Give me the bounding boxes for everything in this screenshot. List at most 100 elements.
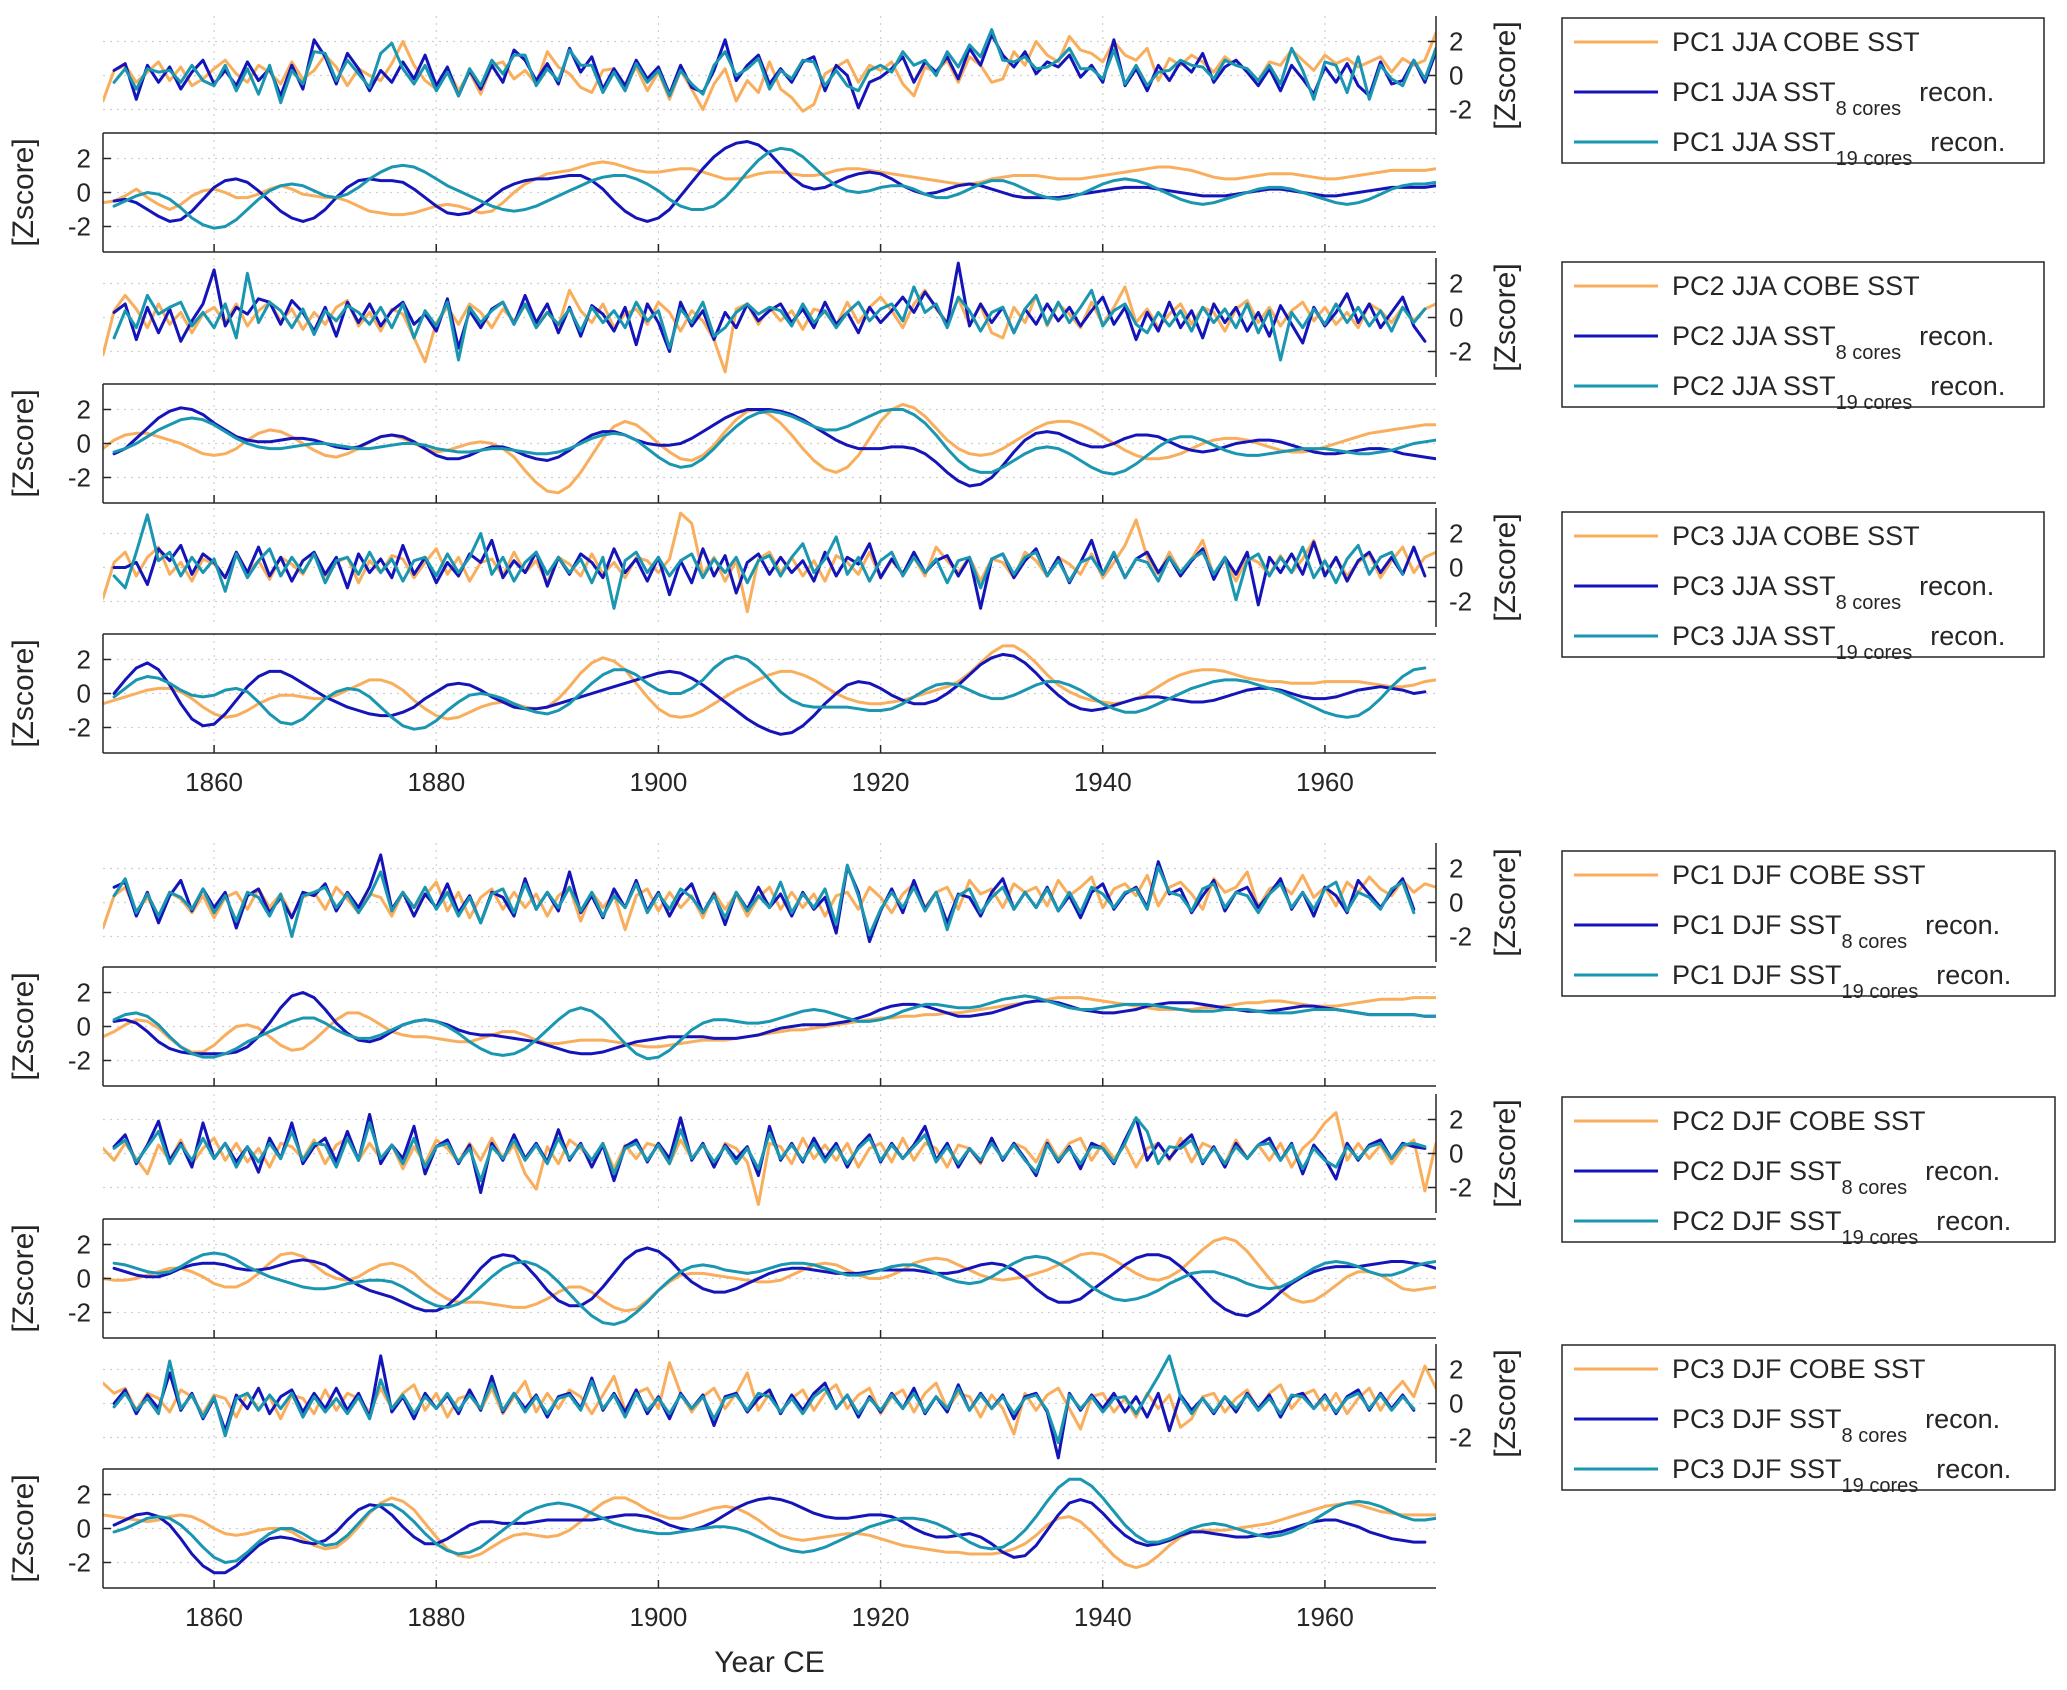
legend-entry-cores8: PC3 DJF SST8 cores recon. [1574,1404,2000,1447]
legend-label: PC1 DJF SST19 cores recon. [1672,960,2011,1003]
y-tick-label: 2 [1449,27,1463,57]
legend-label: PC3 DJF COBE SST [1672,1354,1926,1384]
legend-entry-cobe: PC1 JJA COBE SST [1574,27,1920,57]
legend-entry-cobe: PC3 DJF COBE SST [1574,1354,1926,1384]
legend-label: PC3 DJF SST8 cores recon. [1672,1404,2000,1447]
series-group [103,402,1436,495]
y-tick-label: 0 [77,1264,91,1294]
y-axis-title: [Zscore] [1489,21,1522,129]
legend-label-suffix: recon. [1936,1454,2011,1484]
legend-5: PC2 DJF COBE SST PC2 DJF SST8 cores recon.… [1561,1096,2056,1249]
legend-label-subscript: 19 cores [1842,1227,1919,1249]
legend-label: PC1 JJA SST19 cores recon. [1672,127,2005,170]
y-axis-title: [Zscore] [7,972,40,1080]
y-tick-label: 2 [77,645,91,675]
series-group [103,1354,1436,1460]
x-tick-label: 1900 [629,1602,687,1632]
y-tick-label: 2 [1449,269,1463,299]
panel-pc3-djf-annual: -2 0 2 [Zscore] [103,1344,1522,1463]
legend-label: PC3 JJA COBE SST [1672,521,1920,551]
x-tick-label: 1940 [1074,1602,1132,1632]
series-line-cores8 [112,853,1416,944]
legend-label-main: PC2 JJA COBE SST [1672,271,1920,301]
y-axis-title: [Zscore] [7,389,40,497]
panel-pc1-jja-smooth: -2 0 2 [Zscore] [7,132,1436,253]
y-tick-label: 0 [77,429,91,459]
legend-label-main: PC2 DJF SST [1672,1156,1842,1186]
legend-entry-cobe: PC2 DJF COBE SST [1574,1106,1926,1136]
legend-2: PC2 JJA COBE SST PC2 JJA SST8 cores recon.… [1561,261,2045,414]
legend-entry-cobe: PC3 JJA COBE SST [1574,521,1920,551]
y-tick-label: -2 [68,212,91,242]
series-line-cores19 [112,654,1427,731]
y-tick-label: 2 [1449,854,1463,884]
series-line-cores8 [112,991,1436,1056]
legend-label-suffix: recon. [1930,127,2005,157]
legend-label-suffix: recon. [1925,1404,2000,1434]
series-line-cores19 [112,408,1436,476]
legend-entry-cores19: PC1 JJA SST19 cores recon. [1574,127,2005,170]
y-tick-label: 2 [1449,519,1463,549]
series-line-cores8 [112,261,1427,353]
x-tick-label: 1960 [1296,1602,1354,1632]
y-tick-label: 0 [1449,553,1463,583]
y-tick-label: -2 [1449,1173,1472,1203]
legend-label: PC2 DJF COBE SST [1672,1106,1926,1136]
y-tick-label: 2 [1449,1355,1463,1385]
legend-label: PC3 JJA SST8 cores recon. [1672,571,1994,614]
y-axis-title: [Zscore] [7,639,40,747]
legend-entry-cores8: PC2 DJF SST8 cores recon. [1574,1156,2000,1199]
series-group [103,1477,1436,1575]
legend-label: PC2 JJA SST19 cores recon. [1672,371,2005,414]
panel-pc1-djf-annual: -2 0 2 [Zscore] [103,843,1522,962]
legend-entry-cores8: PC3 JJA SST8 cores recon. [1574,571,1994,614]
y-tick-label: -2 [68,1298,91,1328]
y-tick-label: -2 [1449,1423,1472,1453]
legend-label: PC3 DJF SST19 cores recon. [1672,1454,2011,1497]
series-line-cores19 [112,994,1436,1061]
legend-entry-cores19: PC2 JJA SST19 cores recon. [1574,371,2005,414]
legend-label-subscript: 19 cores [1836,642,1913,664]
legend-label: PC2 JJA SST8 cores recon. [1672,321,1994,364]
y-tick-label: 0 [77,1012,91,1042]
x-axis-title: Year CE [714,1646,825,1679]
series-group [103,1236,1436,1326]
y-tick-label: 0 [77,178,91,208]
legend-label: PC3 JJA SST19 cores recon. [1672,621,2005,664]
legend-label-suffix: recon. [1925,910,2000,940]
legend-label-suffix: recon. [1936,1206,2011,1236]
legend-label-suffix: recon. [1936,960,2011,990]
x-tick-label: 1920 [852,1602,910,1632]
legend-4: PC1 DJF COBE SST PC1 DJF SST8 cores recon.… [1561,850,2056,1003]
series-line-cobe [103,160,1436,217]
series-line-cores8 [112,1496,1427,1575]
y-axis-title: [Zscore] [1489,263,1522,371]
legend-label-suffix: recon. [1930,621,2005,651]
legend-label-main: PC1 DJF SST [1672,910,1842,940]
y-axis-title: [Zscore] [1489,1349,1522,1457]
series-line-cobe [103,996,1436,1054]
legend-label-subscript: 19 cores [1842,981,1919,1003]
legend-entry-cores19: PC3 JJA SST19 cores recon. [1574,621,2005,664]
x-tick-label: 1900 [629,767,687,797]
legend-entry-cobe: PC2 JJA COBE SST [1574,271,1920,301]
legend-entry-cores19: PC2 DJF SST19 cores recon. [1574,1206,2011,1249]
x-tick-label: 1860 [185,767,243,797]
legend-label-main: PC2 DJF SST [1672,1206,1842,1236]
x-tick-label: 1940 [1074,767,1132,797]
y-axis-title: [Zscore] [1489,513,1522,621]
series-line-cores8 [112,140,1436,223]
legend-label-main: PC3 JJA SST [1672,571,1836,601]
y-tick-label: 2 [77,395,91,425]
series-group [103,28,1436,113]
legend-label-subscript: 19 cores [1836,392,1913,414]
y-tick-label: 0 [1449,303,1463,333]
series-line-cobe [103,402,1436,495]
series-group [103,261,1436,374]
series-group [103,644,1436,736]
legend-label-subscript: 8 cores [1842,1177,1908,1199]
legend-label-subscript: 8 cores [1836,592,1902,614]
legend-6: PC3 DJF COBE SST PC3 DJF SST8 cores recon.… [1561,1344,2056,1497]
legend-1: PC1 JJA COBE SST PC1 JJA SST8 cores recon.… [1561,17,2045,170]
